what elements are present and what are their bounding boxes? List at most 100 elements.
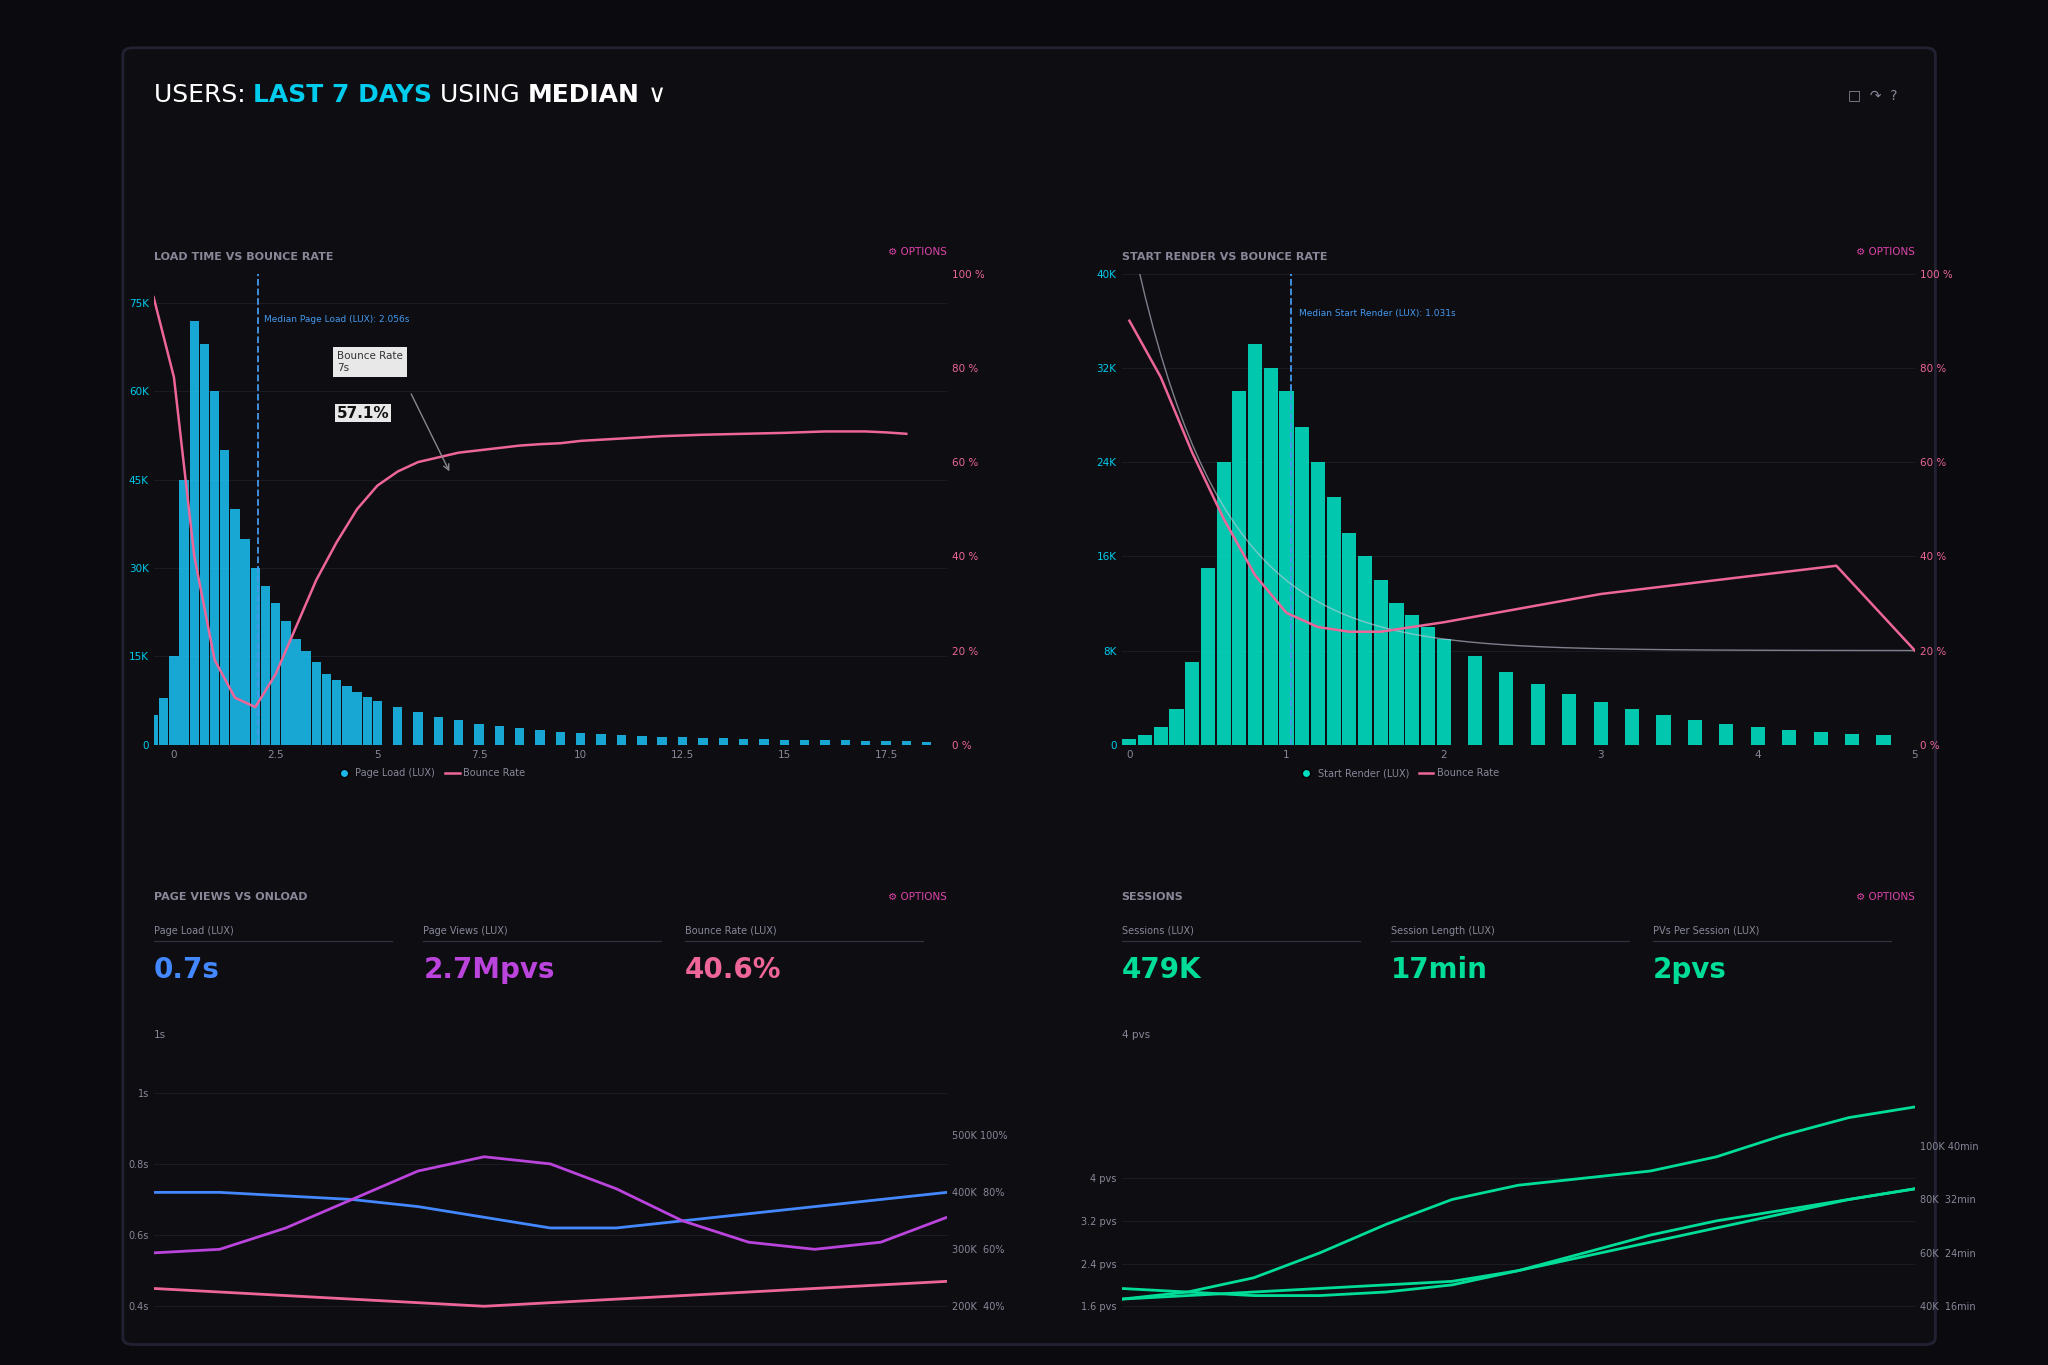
Bar	[260, 586, 270, 745]
Bar	[1122, 738, 1137, 745]
Bar	[1327, 497, 1341, 745]
Text: PAGE VIEWS VS ONLOAD: PAGE VIEWS VS ONLOAD	[154, 893, 307, 902]
Bar	[414, 713, 422, 745]
Bar	[1405, 616, 1419, 745]
Bar	[1624, 710, 1638, 745]
Bar	[637, 736, 647, 745]
Text: SESSIONS: SESSIONS	[1122, 893, 1184, 902]
Bar	[190, 321, 199, 745]
Text: ⚙ OPTIONS: ⚙ OPTIONS	[889, 247, 946, 257]
Bar	[739, 738, 748, 745]
Bar	[211, 392, 219, 745]
Text: USERS:: USERS:	[154, 83, 254, 106]
Bar	[516, 729, 524, 745]
Bar	[698, 737, 707, 745]
Text: 1s: 1s	[154, 1029, 166, 1040]
Legend: Start Render (LUX), Bounce Rate: Start Render (LUX), Bounce Rate	[1294, 764, 1503, 782]
Bar	[719, 738, 727, 745]
Bar	[160, 698, 168, 745]
Legend: Page Load (LUX), Bounce Rate: Page Load (LUX), Bounce Rate	[334, 764, 530, 782]
Text: ⚙ OPTIONS: ⚙ OPTIONS	[889, 893, 946, 902]
Bar	[1200, 568, 1214, 745]
Bar	[150, 715, 158, 745]
Bar	[1139, 736, 1153, 745]
Bar	[1217, 463, 1231, 745]
Bar	[1876, 736, 1890, 745]
Bar	[322, 674, 332, 745]
Text: Page Load (LUX): Page Load (LUX)	[154, 925, 233, 935]
Bar	[496, 726, 504, 745]
Text: Sessions (LUX): Sessions (LUX)	[1122, 925, 1194, 935]
Text: 4 pvs: 4 pvs	[1122, 1029, 1149, 1040]
Bar	[678, 737, 688, 745]
Text: Median Page Load (LUX): 2.056s: Median Page Load (LUX): 2.056s	[264, 315, 410, 324]
Bar	[352, 692, 362, 745]
Bar	[1751, 728, 1765, 745]
Bar	[1593, 703, 1608, 745]
Bar	[860, 741, 870, 745]
Bar	[201, 344, 209, 745]
Text: USING: USING	[432, 83, 528, 106]
Text: LOAD TIME VS BOUNCE RATE: LOAD TIME VS BOUNCE RATE	[154, 251, 334, 262]
Text: Page Views (LUX): Page Views (LUX)	[424, 925, 508, 935]
Bar	[332, 680, 342, 745]
Bar	[170, 657, 178, 745]
Text: Bounce Rate (LUX): Bounce Rate (LUX)	[686, 925, 776, 935]
Text: 479K: 479K	[1122, 957, 1200, 984]
Bar	[250, 568, 260, 745]
Bar	[555, 732, 565, 745]
Bar	[1280, 392, 1294, 745]
Bar	[1169, 710, 1184, 745]
Text: Session Length (LUX): Session Length (LUX)	[1391, 925, 1495, 935]
Bar	[596, 734, 606, 745]
Bar	[475, 723, 483, 745]
Text: ⚙ OPTIONS: ⚙ OPTIONS	[1855, 247, 1915, 257]
Bar	[342, 685, 352, 745]
Text: 2.7Mpvs: 2.7Mpvs	[424, 957, 555, 984]
Bar	[1186, 662, 1200, 745]
Bar	[291, 639, 301, 745]
Bar	[840, 740, 850, 745]
Bar	[362, 696, 373, 745]
Text: MEDIAN: MEDIAN	[528, 83, 639, 106]
Bar	[229, 509, 240, 745]
Bar	[1153, 728, 1167, 745]
Bar	[1468, 657, 1483, 745]
Bar	[219, 450, 229, 745]
Bar	[1341, 532, 1356, 745]
Bar	[1294, 427, 1309, 745]
Bar	[1421, 627, 1436, 745]
Bar	[373, 700, 383, 745]
Bar	[801, 740, 809, 745]
Bar	[281, 621, 291, 745]
Text: Bounce Rate
7s: Bounce Rate 7s	[336, 351, 403, 373]
Bar	[1815, 732, 1827, 745]
Bar	[575, 733, 586, 745]
Bar	[657, 737, 668, 745]
Bar	[311, 662, 322, 745]
Bar	[881, 741, 891, 745]
Text: 40.6%: 40.6%	[686, 957, 782, 984]
Bar	[1358, 557, 1372, 745]
Bar	[1657, 715, 1671, 745]
Text: 17min: 17min	[1391, 957, 1489, 984]
Bar	[616, 736, 627, 745]
Bar	[1311, 463, 1325, 745]
Bar	[180, 479, 188, 745]
Bar	[1530, 684, 1544, 745]
Text: 57.1%: 57.1%	[336, 405, 389, 420]
Bar	[1563, 695, 1577, 745]
Text: LAST 7 DAYS: LAST 7 DAYS	[254, 83, 432, 106]
Bar	[1233, 392, 1247, 745]
Bar	[1247, 344, 1262, 745]
Bar	[760, 740, 768, 745]
Text: START RENDER VS BOUNCE RATE: START RENDER VS BOUNCE RATE	[1122, 251, 1327, 262]
Bar	[240, 539, 250, 745]
Bar	[1718, 723, 1733, 745]
Bar	[1436, 639, 1450, 745]
Bar	[1782, 729, 1796, 745]
Bar	[1845, 733, 1860, 745]
Bar	[1499, 672, 1513, 745]
Bar	[1389, 603, 1403, 745]
Bar	[455, 721, 463, 745]
